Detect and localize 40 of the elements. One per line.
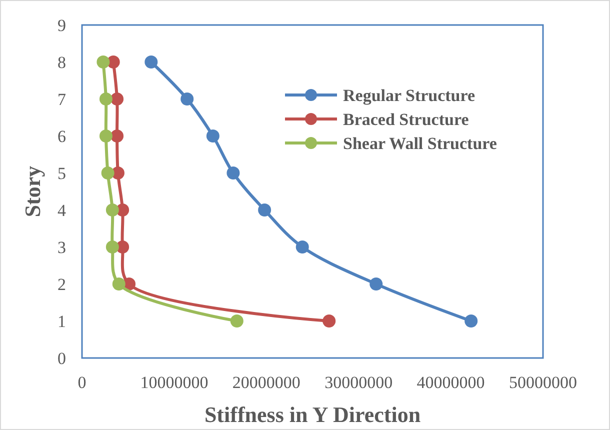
y-tick-label: 8 (58, 52, 66, 72)
point (296, 240, 309, 254)
point (106, 240, 119, 254)
point (110, 92, 124, 106)
x-tick-label: 10000000 (140, 373, 208, 392)
point (101, 166, 114, 180)
y-tick-label: 6 (58, 126, 66, 146)
y-tick-label: 7 (58, 90, 66, 109)
point (99, 130, 112, 142)
point (106, 204, 119, 216)
x-axis-title: Stiffness in Y Direction (204, 402, 421, 427)
y-tick-label: 0 (58, 348, 66, 368)
x-tick-label: 0 (78, 373, 86, 392)
y-tick-label: 9 (58, 16, 66, 35)
point (112, 278, 126, 290)
point (464, 314, 478, 328)
x-tick-label: 30000000 (324, 373, 393, 392)
point (110, 130, 124, 142)
x-tick-label: 20000000 (232, 373, 300, 392)
point (99, 92, 112, 106)
y-tick-label: 2 (58, 274, 66, 294)
point (258, 204, 272, 216)
y-tick-label: 4 (58, 200, 66, 220)
point (226, 166, 240, 180)
point (96, 56, 110, 68)
legend-label: Regular Structure (343, 86, 476, 105)
point (180, 92, 194, 106)
y-tick-label: 3 (58, 238, 66, 257)
point (230, 314, 244, 328)
point (206, 130, 220, 142)
x-tick-label: 50000000 (509, 373, 577, 392)
point (144, 56, 158, 68)
point (370, 278, 383, 290)
y-tick-label: 5 (58, 164, 66, 183)
point (322, 314, 336, 328)
legend-label: Braced Structure (343, 110, 470, 129)
y-tick-label: 1 (58, 312, 66, 331)
y-axis-title: Story (20, 166, 45, 218)
legend-label: Shear Wall Structure (343, 134, 498, 153)
x-tick-label: 40000000 (416, 373, 485, 392)
